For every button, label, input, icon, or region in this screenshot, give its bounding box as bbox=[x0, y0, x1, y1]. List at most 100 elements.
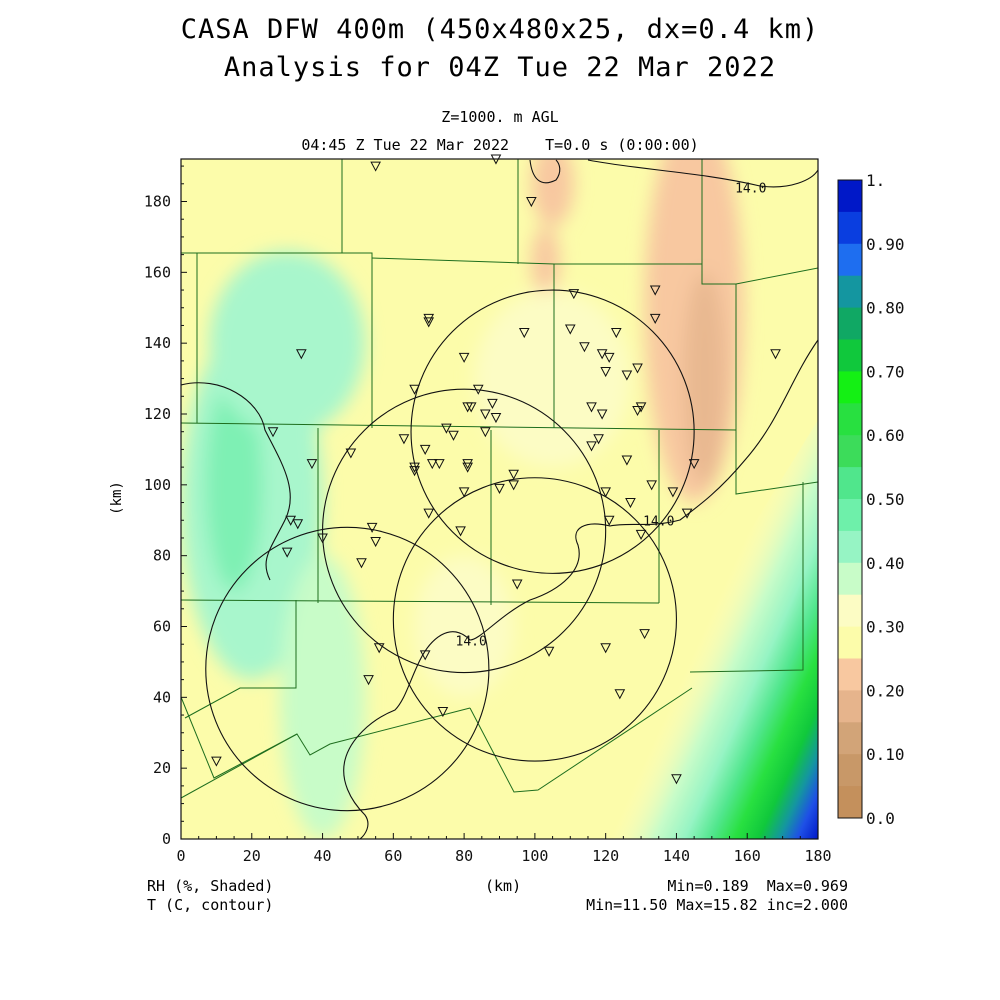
station-marker bbox=[434, 459, 445, 470]
station-marker bbox=[345, 448, 357, 459]
station-marker bbox=[494, 483, 505, 494]
station-marker bbox=[667, 487, 679, 498]
colorbar-label: 0.70 bbox=[866, 362, 905, 381]
station-marker bbox=[426, 459, 438, 470]
station-marker bbox=[409, 462, 420, 473]
colorbar-label: 0.10 bbox=[866, 745, 905, 764]
station-marker bbox=[603, 352, 615, 363]
rh-field-patch bbox=[280, 555, 366, 839]
colorbar-label: 0.20 bbox=[866, 681, 905, 700]
colorbar-swatch bbox=[838, 307, 862, 340]
radar-ring bbox=[410, 289, 695, 574]
station-marker bbox=[639, 629, 650, 640]
station-marker bbox=[596, 409, 608, 420]
station-marker bbox=[508, 480, 519, 491]
station-marker bbox=[621, 455, 633, 466]
station-marker bbox=[419, 444, 431, 455]
y-tick-label: 100 bbox=[144, 476, 171, 494]
colorbar-swatch bbox=[838, 754, 862, 787]
x-tick-label: 60 bbox=[384, 847, 402, 865]
colorbar: 1. 0.90 0.80 0.70 0.60 0.50 0.40 0.30 0.20 0.10 0.… bbox=[837, 171, 905, 828]
x-tick-label: 180 bbox=[804, 847, 831, 865]
colorbar-swatch bbox=[838, 722, 862, 755]
station-marker bbox=[409, 384, 420, 395]
contour-labels: 14.0 14.0 14.0 bbox=[456, 181, 767, 649]
y-tick-label: 40 bbox=[153, 688, 171, 706]
colorbar-swatch bbox=[838, 180, 862, 213]
x-axis: 0 20 40 60 80 100 120 140 160 180 bbox=[176, 833, 832, 865]
colorbar-swatch bbox=[838, 626, 862, 659]
x-axis-label: (km) bbox=[485, 877, 522, 895]
x-tick-label: 40 bbox=[314, 847, 332, 865]
contour-14-north-loop bbox=[529, 159, 561, 184]
y-axis: 0 20 40 60 80 100 120 140 160 180 bbox=[144, 165, 187, 848]
station-marker bbox=[688, 459, 700, 470]
radar-ring bbox=[392, 477, 677, 762]
station-marker bbox=[490, 413, 502, 424]
station-marker bbox=[306, 459, 318, 470]
contour-14-central bbox=[343, 339, 818, 839]
radar-ring bbox=[322, 388, 607, 674]
station-marker bbox=[635, 402, 647, 413]
station-marker bbox=[423, 317, 435, 328]
station-marker bbox=[462, 462, 473, 473]
valid-time-label: 04:45 Z Tue 22 Mar 2022 T=0.0 s (0:00:00… bbox=[301, 136, 699, 154]
rh-shaded-field bbox=[181, 159, 818, 839]
rh-field-patch bbox=[209, 251, 366, 436]
colorbar-swatch bbox=[838, 562, 862, 596]
station-marker bbox=[267, 427, 279, 438]
station-marker bbox=[681, 508, 693, 519]
station-marker bbox=[487, 398, 498, 409]
level-label: Z=1000. m AGL bbox=[441, 108, 559, 126]
y-tick-label: 80 bbox=[153, 547, 171, 565]
station-marker bbox=[458, 487, 470, 498]
station-marker bbox=[671, 774, 682, 785]
station-marker bbox=[508, 469, 519, 480]
x-tick-label: 100 bbox=[521, 847, 548, 865]
y-tick-label: 140 bbox=[144, 334, 171, 352]
station-marker bbox=[564, 324, 576, 335]
station-markers bbox=[211, 154, 781, 785]
station-marker bbox=[632, 405, 643, 417]
footer-rh-minmax: Min=0.189 Max=0.969 bbox=[667, 877, 848, 895]
y-tick-label: 120 bbox=[144, 405, 171, 423]
colorbar-label: 1. bbox=[866, 171, 885, 190]
station-marker bbox=[281, 547, 293, 558]
station-marker bbox=[363, 675, 374, 686]
station-marker bbox=[458, 352, 470, 363]
y-tick-label: 20 bbox=[153, 759, 171, 777]
rh-field-patch bbox=[474, 290, 631, 468]
contour-14-west bbox=[181, 382, 291, 581]
colorbar-swatch bbox=[838, 211, 862, 245]
station-marker bbox=[448, 430, 459, 441]
colorbar-swatch bbox=[838, 403, 862, 436]
contour-label: 14.0 bbox=[643, 514, 674, 529]
colorbar-frame bbox=[837, 179, 863, 819]
contour-14-north bbox=[587, 159, 818, 188]
footer-rh-label: RH (%, Shaded) bbox=[147, 877, 274, 895]
station-marker bbox=[292, 519, 304, 530]
station-marker bbox=[295, 349, 307, 360]
colorbar-label: 0.30 bbox=[866, 618, 905, 637]
x-tick-label: 160 bbox=[734, 847, 761, 865]
station-marker bbox=[423, 313, 435, 324]
station-marker bbox=[480, 427, 491, 438]
station-marker bbox=[579, 342, 590, 353]
station-marker bbox=[614, 689, 626, 700]
station-marker bbox=[370, 161, 381, 172]
colorbar-swatch bbox=[838, 339, 862, 372]
station-marker bbox=[649, 313, 661, 324]
y-axis-label: (km) bbox=[108, 481, 125, 515]
station-marker bbox=[543, 646, 555, 657]
station-marker bbox=[625, 498, 636, 509]
station-marker bbox=[455, 526, 466, 537]
station-marker bbox=[409, 466, 420, 477]
station-marker bbox=[600, 643, 611, 654]
rh-field-patch bbox=[531, 159, 574, 227]
station-marker bbox=[596, 349, 608, 360]
colorbar-label: 0.50 bbox=[866, 490, 905, 509]
station-marker bbox=[586, 402, 597, 413]
rh-field-patch bbox=[205, 378, 263, 592]
station-marker bbox=[770, 349, 781, 360]
